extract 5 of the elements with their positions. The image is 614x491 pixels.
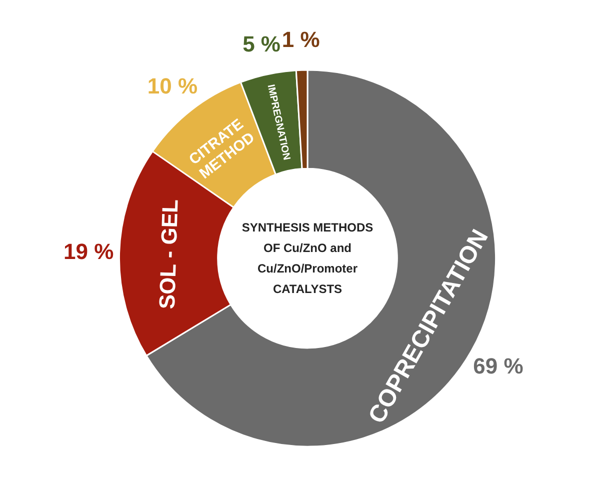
data-label: 5 %	[242, 32, 281, 57]
data-label: 1 %	[282, 26, 320, 52]
data-label: 10 %	[147, 73, 198, 98]
slice-label: SOL - GEL	[154, 199, 183, 310]
data-label: 19 %	[64, 239, 114, 264]
